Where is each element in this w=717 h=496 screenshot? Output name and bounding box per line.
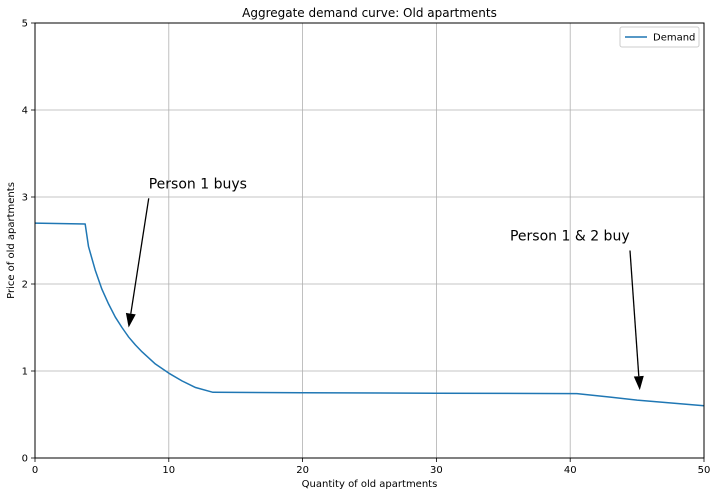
x-tick-label: 40 xyxy=(564,465,577,476)
x-tick-label: 10 xyxy=(162,465,175,476)
y-tick-label: 4 xyxy=(22,106,28,117)
y-axis: 0 1 2 3 4 5 xyxy=(22,19,35,465)
annotation-arrow-shaft xyxy=(130,198,150,314)
y-tick-label: 3 xyxy=(22,193,28,204)
plot-frame xyxy=(34,22,705,459)
chart-title: Aggregate demand curve: Old apartments xyxy=(242,6,497,20)
y-tick-label: 5 xyxy=(22,19,28,30)
x-axis-label: Quantity of old apartments xyxy=(302,479,438,490)
annotation-label: Person 1 & 2 buy xyxy=(510,229,630,245)
demand-line xyxy=(34,222,705,407)
x-axis: 0 10 20 30 40 50 xyxy=(32,458,711,476)
annotation-label: Person 1 buys xyxy=(149,176,247,192)
annotations: Person 1 buys Person 1 & 2 buy xyxy=(125,176,644,391)
x-tick-label: 20 xyxy=(296,465,309,476)
legend: Demand xyxy=(619,26,700,48)
legend-box xyxy=(619,26,700,48)
annotation-arrow-head xyxy=(125,312,136,328)
x-tick-label: 30 xyxy=(430,465,443,476)
series-group xyxy=(34,222,705,407)
legend-entry: Demand xyxy=(653,33,695,44)
x-tick-label: 50 xyxy=(698,465,711,476)
annotation-arrow-head xyxy=(633,375,644,391)
annotation-arrow-shaft xyxy=(629,250,640,377)
y-tick-label: 0 xyxy=(22,454,28,465)
y-tick-label: 1 xyxy=(22,367,28,378)
y-axis-label: Price of old apartments xyxy=(6,182,17,299)
y-tick-label: 2 xyxy=(22,280,28,291)
x-tick-label: 0 xyxy=(32,465,38,476)
